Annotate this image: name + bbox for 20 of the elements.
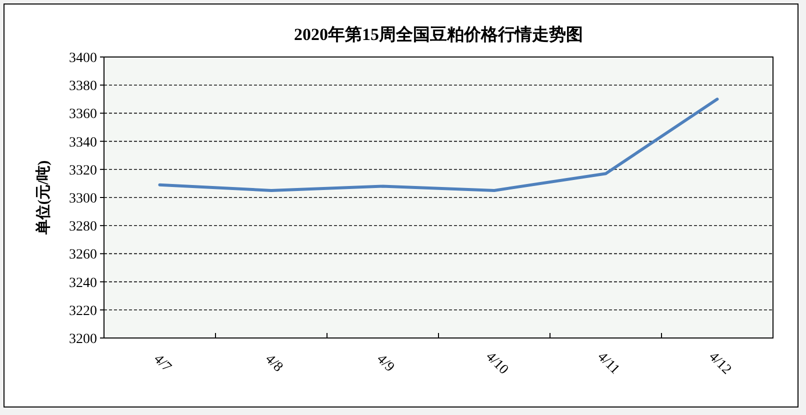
y-axis-title: 单位(元/吨)	[35, 160, 52, 236]
y-tick-label: 3220	[69, 304, 97, 319]
y-tick-label: 3380	[69, 79, 97, 94]
y-tick-label: 3320	[69, 163, 97, 178]
y-tick-label: 3260	[69, 248, 97, 263]
line-series	[158, 98, 719, 192]
y-tick-label: 3360	[69, 107, 97, 122]
y-tick-label: 3280	[69, 220, 97, 235]
x-tick-label: 4/7	[150, 352, 174, 376]
y-tick-label: 3300	[69, 192, 97, 206]
y-tick-label: 3340	[69, 135, 97, 150]
x-tick-label: 4/12	[706, 349, 734, 378]
y-tick-label: 3200	[69, 332, 97, 347]
chart-title: 2020年第15周全国豆粕价格行情走势图	[294, 25, 583, 44]
y-tick-label: 3400	[69, 51, 97, 66]
y-tick-label: 3240	[69, 276, 97, 291]
x-tick-label: 4/8	[262, 352, 286, 376]
x-tick-label: 4/11	[594, 350, 622, 378]
x-tick-label: 4/9	[374, 352, 397, 376]
x-tick-label: 4/10	[482, 349, 511, 378]
